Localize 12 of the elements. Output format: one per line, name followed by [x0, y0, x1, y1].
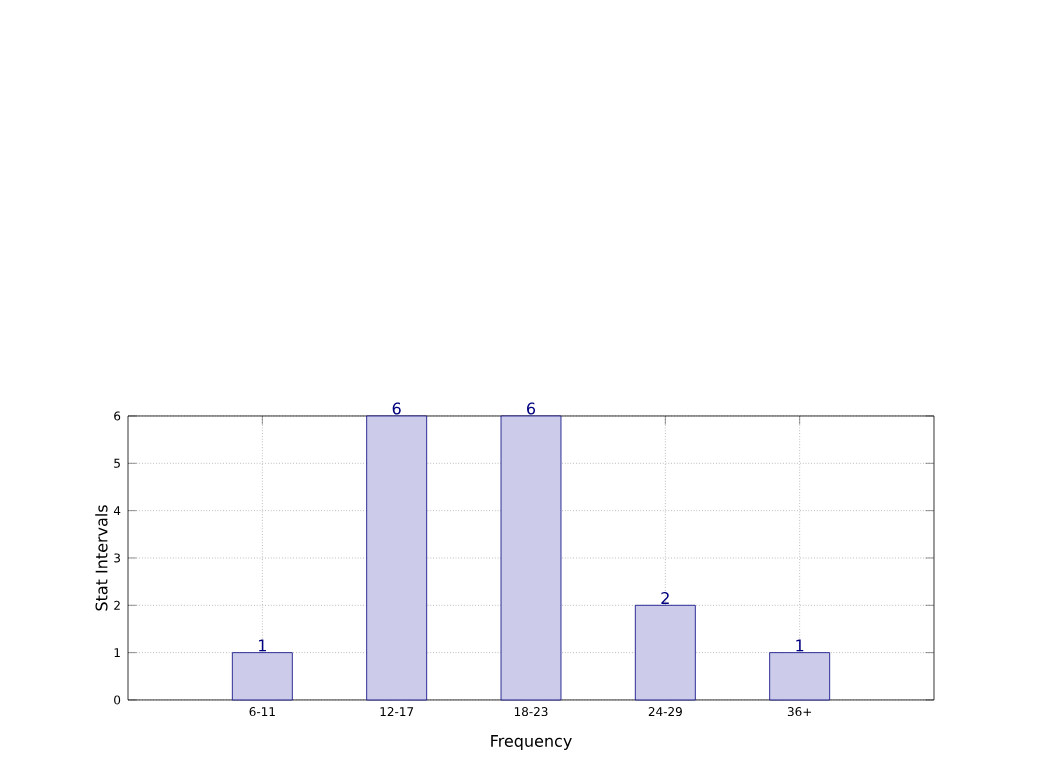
data-label: 6: [392, 402, 401, 415]
bar: [231, 652, 293, 701]
bar: [634, 604, 696, 701]
x-axis-title: Frequency: [491, 735, 572, 751]
bar: [769, 652, 831, 701]
bar: [366, 415, 428, 701]
data-label: 6: [527, 402, 536, 415]
data-label: 1: [796, 639, 804, 652]
data-label: 1: [259, 639, 266, 652]
y-axis-title: Stat Intervals: [95, 505, 108, 611]
bar: [500, 415, 562, 701]
data-label: 2: [661, 592, 669, 604]
